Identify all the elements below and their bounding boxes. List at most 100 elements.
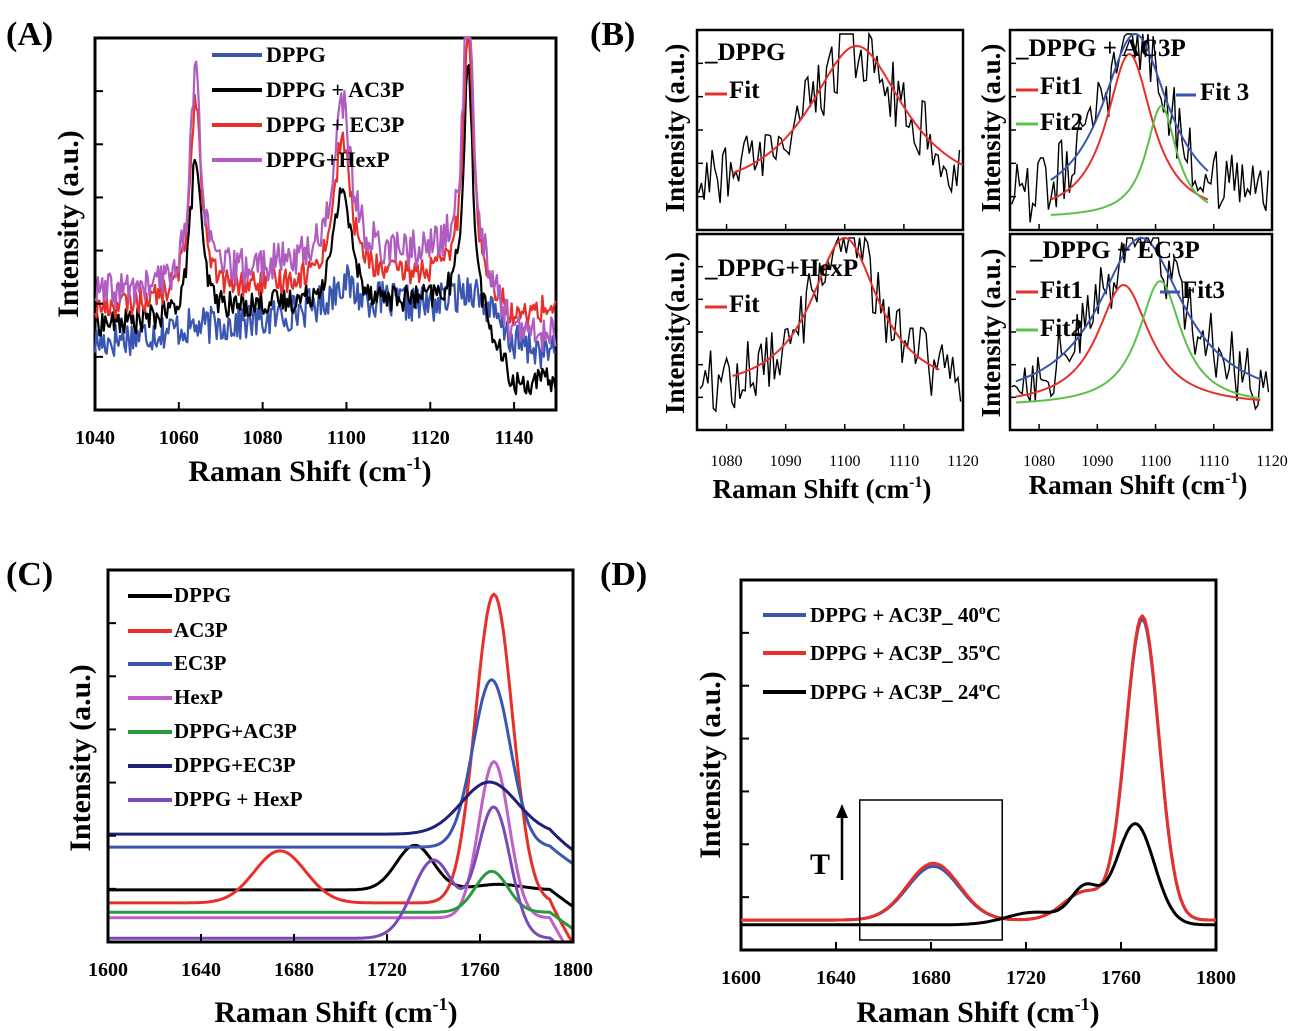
c-legend-label-1: AC3P [174, 618, 228, 642]
panel-c: (C) 1600 1640 1680 1720 1760 1800 DPPG AC3P E… [6, 556, 593, 1029]
panel-c-series [108, 592, 575, 944]
series-line-d-1 [741, 614, 1216, 922]
panel-d-frame [739, 578, 1218, 952]
b1-raw-spectrum [698, 31, 961, 204]
panel-c-ticks: 1600 1640 1680 1720 1760 1800 [88, 622, 593, 981]
b4-legend-fit3: Fit3 [1182, 277, 1225, 304]
panel-a-xlabel: Raman Shift (cm-1) [188, 453, 431, 488]
legend-label-dppg: DPPG [266, 42, 326, 67]
x-tick-label: 1120 [411, 427, 450, 449]
series-line-d-2 [741, 822, 1216, 927]
x-tick-label: 1800 [1196, 967, 1236, 989]
b2-legend-fit2: Fit2 [1040, 109, 1083, 136]
panel-c-xlabel: Raman Shift (cm-1) [214, 994, 457, 1029]
x-tick-label: 1110 [1198, 453, 1229, 470]
x-tick-label: 1640 [816, 967, 856, 989]
b4-legend-fit2: Fit2 [1040, 315, 1083, 342]
b4-fit-curve-2 [1015, 236, 1261, 383]
panel-d-legend: DPPG + AC3P_ 40oC DPPG + AC3P_ 35oC DPPG… [763, 603, 1001, 704]
temperature-arrow-label: T [810, 848, 830, 881]
b2-ylabel: Intensity (a.u.) [976, 44, 1006, 213]
b1-legend-dppg: _DPPG [704, 39, 786, 66]
panel-d-ylabel: Intensity (a.u.) [694, 671, 727, 859]
series-line-c-5 [108, 780, 574, 852]
b2-fit-curve-1 [1050, 104, 1209, 216]
panel-c-legend: DPPG AC3P EC3P HexP DPPG+AC3P DPPG+EC3P … [128, 583, 303, 811]
x-tick-label: 1120 [1256, 453, 1287, 470]
b2-legend-fit3: Fit 3 [1200, 79, 1249, 106]
series-line-c-4 [108, 869, 574, 931]
panel-a-label: (A) [6, 16, 53, 53]
x-tick-label: 1720 [367, 959, 407, 981]
series-line-c-2 [108, 678, 574, 866]
b1-ylabel: Intensity (a.u.) [660, 44, 690, 213]
c-legend-label-2: EC3P [174, 651, 227, 675]
legend-label-dppg-hexp: DPPG+HexP [266, 147, 390, 172]
panel-c-frame [106, 568, 575, 944]
b1-fit-curve-0 [732, 44, 964, 175]
b3-legend-dppg-hexp: _DPPG+HexP [704, 255, 858, 282]
panel-b-series [698, 31, 1270, 413]
panel-d-ticks: 1600 1640 1680 1720 1760 1800 [721, 631, 1236, 989]
panel-a-ticks: 1040 1060 1080 1100 1120 1140 [75, 90, 534, 449]
b2-fit-curve-0 [1050, 52, 1209, 201]
b2-legend-fit1: Fit1 [1040, 73, 1083, 100]
d-legend-label-1: DPPG + AC3P_ 35oC [810, 641, 1001, 665]
b3-fit-curve-0 [732, 236, 940, 377]
x-tick-label: 1120 [947, 453, 978, 470]
x-tick-label: 1800 [553, 959, 593, 981]
x-tick-label: 1640 [181, 959, 221, 981]
c-legend-label-5: DPPG+EC3P [174, 753, 296, 777]
panel-a: (A) 1040 1060 1080 1100 1120 1140 DPPG DPPG +… [6, 16, 558, 488]
b3-legend-fit: Fit [729, 291, 760, 318]
panel-d-series [741, 614, 1216, 927]
series-line-a-0 [93, 264, 556, 370]
b1-legend-fit: Fit [729, 77, 760, 104]
series-line-c-1 [108, 592, 575, 944]
x-tick-label: 1600 [721, 967, 761, 989]
panel-d-xlabel: Raman Shift (cm-1) [856, 994, 1099, 1029]
x-tick-label: 1600 [88, 959, 128, 981]
temperature-arrow-head [836, 804, 848, 818]
b4-fit-curve-0 [1015, 283, 1261, 402]
x-tick-label: 1090 [1081, 453, 1113, 470]
x-tick-label: 1100 [327, 427, 366, 449]
panel-b: (B) 1080 1090 1100 1110 1120 1080 1090 1100 1110… [590, 16, 1288, 504]
x-tick-label: 1090 [770, 453, 802, 470]
panel-a-series [93, 36, 557, 396]
x-tick-label: 1080 [243, 427, 283, 449]
b-left-xlabel: Raman Shift (cm-1) [713, 474, 932, 504]
panel-a-frame [93, 36, 558, 412]
panel-d-label: (D) [600, 556, 647, 593]
b4-fit-curve-1 [1015, 280, 1261, 404]
c-legend-label-4: DPPG+AC3P [174, 719, 297, 743]
x-tick-label: 1100 [1140, 453, 1171, 470]
b2-raw-spectrum [1011, 33, 1270, 223]
x-tick-label: 1060 [159, 427, 199, 449]
panel-a-ylabel: Intensity (a.u.) [52, 130, 85, 318]
x-tick-label: 1720 [1006, 967, 1046, 989]
b4-legend-fit1: Fit1 [1040, 277, 1083, 304]
panel-c-label: (C) [6, 556, 53, 593]
x-tick-label: 1080 [1023, 453, 1055, 470]
series-line-c-6 [108, 805, 573, 944]
c-legend-label-0: DPPG [174, 583, 231, 607]
b2-fit-curve-2 [1050, 32, 1209, 181]
panel-b-label: (B) [590, 16, 635, 53]
legend-label-dppg-ac3p: DPPG + AC3P [266, 77, 404, 102]
c-legend-label-6: DPPG + HexP [174, 787, 303, 811]
legend-label-dppg-ec3p: DPPG + EC3P [266, 112, 404, 137]
x-tick-label: 1760 [1101, 967, 1141, 989]
series-line-a-1 [93, 63, 557, 396]
x-tick-label: 1080 [711, 453, 743, 470]
x-tick-label: 1110 [888, 453, 919, 470]
c-legend-label-3: HexP [174, 685, 223, 709]
b4-ylabel: Intensity (a.u.) [976, 249, 1006, 418]
d-legend-label-2: DPPG + AC3P_ 24oC [810, 680, 1001, 704]
b3-ylabel: Intensity(a.u.) [660, 252, 690, 414]
x-tick-label: 1680 [911, 967, 951, 989]
b4-legend-dppg-ec3p: _DPPG + EC3P [1029, 237, 1200, 264]
series-line-a-3 [94, 36, 557, 353]
panel-d-inset-box [859, 799, 1003, 941]
